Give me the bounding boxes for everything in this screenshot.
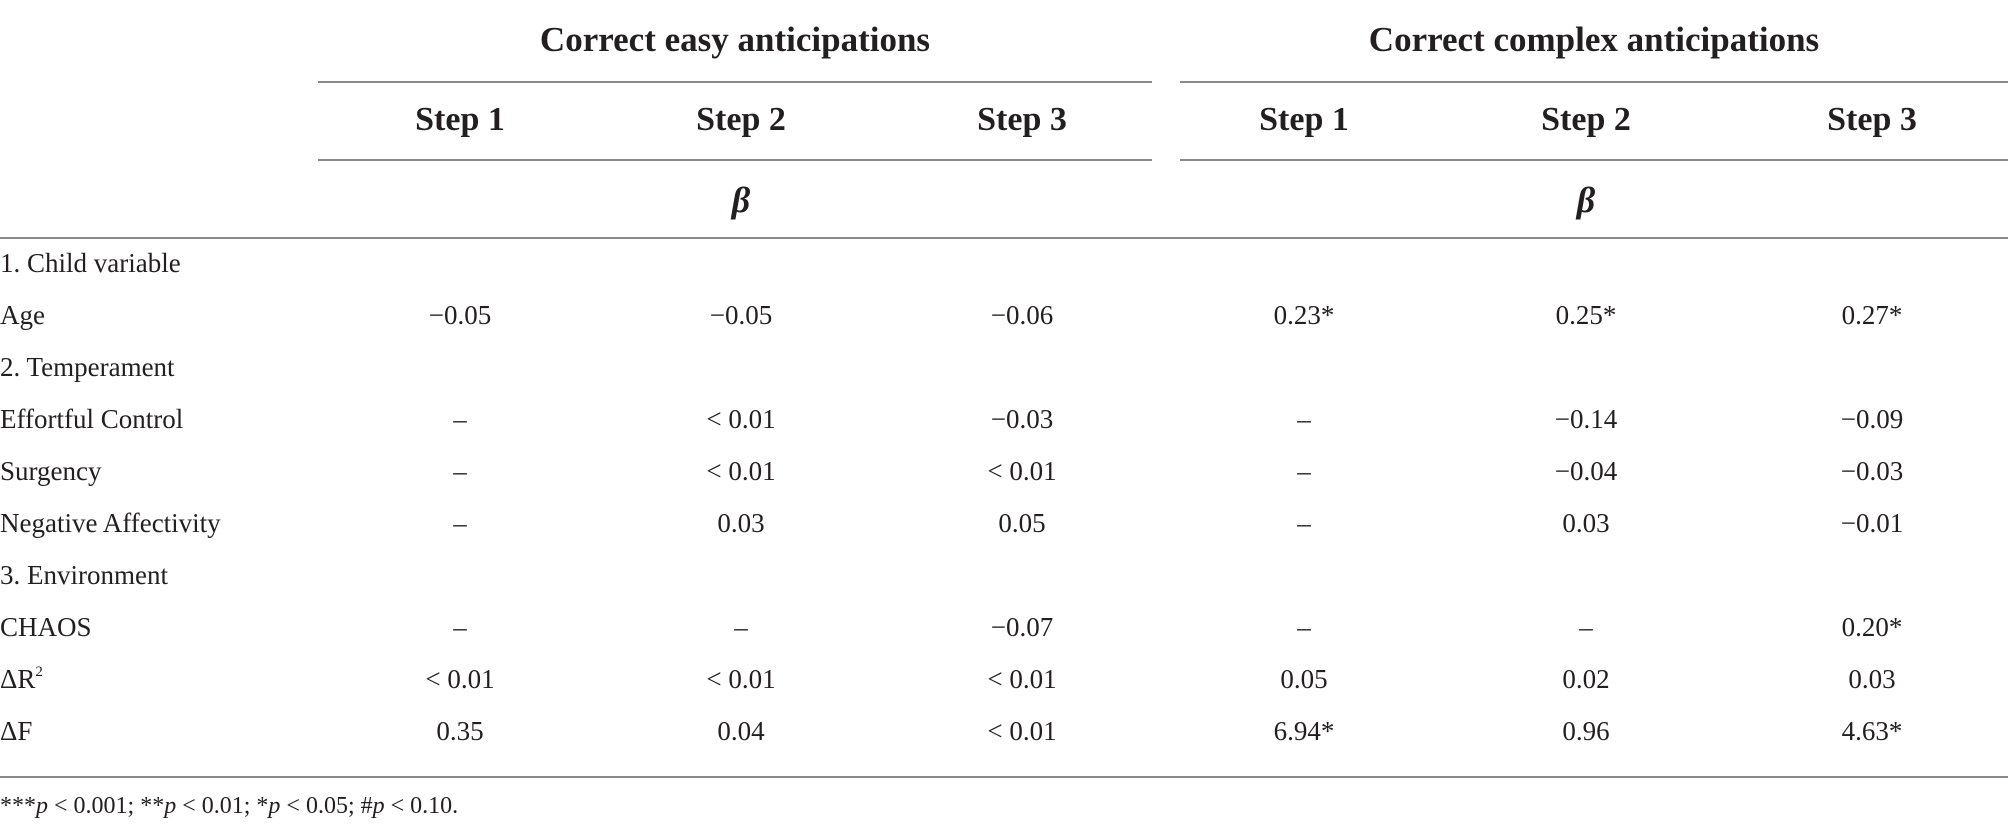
table-row: 2. Temperament <box>0 341 2008 393</box>
row-label: CHAOS <box>0 612 92 642</box>
table-cell: −0.03 <box>990 404 1054 434</box>
footnote-text: < 0.01; * <box>176 793 269 819</box>
table-cell: 0.23* <box>1273 300 1335 330</box>
table-cell: 0.05 <box>1280 664 1328 694</box>
table-cell: – <box>1579 612 1593 642</box>
header-bottom-rule <box>0 237 2008 239</box>
table-cell: 0.20* <box>1841 612 1903 642</box>
step-rule-easy <box>318 159 1152 161</box>
table-cell: < 0.01 <box>706 456 776 486</box>
footnote-p: p <box>164 793 177 819</box>
step-header-easy-2: Step 2 <box>696 101 786 138</box>
table-row: ΔF 0.35 0.04 < 0.01 6.94* 0.96 4.63* <box>0 705 2008 757</box>
table-cell: −0.05 <box>709 300 773 330</box>
footnote-p: p <box>372 793 385 819</box>
step-header-complex-1: Step 1 <box>1259 101 1349 138</box>
row-label: ΔR2 <box>0 653 43 705</box>
row-label: Surgency <box>0 456 102 486</box>
row-label-text: ΔR <box>0 664 36 694</box>
row-label: 3. Environment <box>0 560 168 590</box>
group-title-complex: Correct complex anticipations <box>1368 20 1820 59</box>
table-cell: −0.05 <box>428 300 492 330</box>
table-cell: < 0.01 <box>987 664 1057 694</box>
superscript: 2 <box>35 664 43 680</box>
table-cell: −0.01 <box>1840 508 1904 538</box>
step-header-easy-3: Step 3 <box>977 101 1067 138</box>
table-cell: −0.14 <box>1554 404 1618 434</box>
table-row: Negative Affectivity – 0.03 0.05 – 0.03 … <box>0 497 2008 549</box>
table-cell: < 0.01 <box>706 664 776 694</box>
footnote-text: < 0.001; ** <box>48 793 165 819</box>
table-row: Effortful Control – < 0.01 −0.03 – −0.14… <box>0 393 2008 445</box>
table-cell: < 0.01 <box>987 716 1057 746</box>
table-row: ΔR2 < 0.01 < 0.01 < 0.01 0.05 0.02 0.03 <box>0 653 2008 705</box>
table-cell: – <box>1297 404 1311 434</box>
table-bottom-rule <box>0 776 2008 778</box>
step-rule-complex <box>1180 159 2008 161</box>
table-cell: < 0.01 <box>425 664 495 694</box>
row-label: Effortful Control <box>0 404 184 434</box>
row-label: 1. Child variable <box>0 248 181 278</box>
table-cell: – <box>453 404 467 434</box>
table-cell: – <box>453 508 467 538</box>
table-cell: 0.96 <box>1562 716 1610 746</box>
group-rule-complex <box>1180 81 2008 83</box>
footnote-text: < 0.05; # <box>280 793 373 819</box>
group-rule-easy <box>318 81 1152 83</box>
table-cell: 0.27* <box>1841 300 1903 330</box>
step-header-easy-1: Step 1 <box>415 101 505 138</box>
table-cell: 0.03 <box>1848 664 1896 694</box>
table-cell: 6.94* <box>1273 716 1335 746</box>
table-cell: 0.25* <box>1555 300 1617 330</box>
table-cell: −0.09 <box>1840 404 1904 434</box>
step-header-complex-3: Step 3 <box>1827 101 1917 138</box>
table-footnote: ***p < 0.001; **p < 0.01; *p < 0.05; #p … <box>0 786 458 826</box>
step-header-complex-2: Step 2 <box>1541 101 1631 138</box>
table-cell: – <box>453 612 467 642</box>
table-cell: −0.07 <box>990 612 1054 642</box>
table-cell: 0.04 <box>717 716 765 746</box>
table-cell: – <box>1297 456 1311 486</box>
table-row: Surgency – < 0.01 < 0.01 – −0.04 −0.03 <box>0 445 2008 497</box>
table-cell: – <box>453 456 467 486</box>
table-cell: −0.04 <box>1554 456 1618 486</box>
beta-easy: β <box>731 180 751 220</box>
row-label: ΔF <box>0 716 33 746</box>
beta-complex: β <box>1576 180 1596 220</box>
table-cell: 0.02 <box>1562 664 1610 694</box>
table-cell: −0.06 <box>990 300 1054 330</box>
table-cell: 4.63* <box>1841 716 1903 746</box>
table-row: 1. Child variable <box>0 237 2008 289</box>
table-cell: < 0.01 <box>706 404 776 434</box>
table-cell: 0.35 <box>436 716 484 746</box>
table-cell: < 0.01 <box>987 456 1057 486</box>
row-label: Age <box>0 300 45 330</box>
row-label: 2. Temperament <box>0 352 175 382</box>
table-row: Age −0.05 −0.05 −0.06 0.23* 0.25* 0.27* <box>0 289 2008 341</box>
footnote-text: < 0.10. <box>384 793 459 819</box>
table-cell: – <box>734 612 748 642</box>
footnote-p: p <box>36 793 48 819</box>
table-cell: 0.05 <box>998 508 1046 538</box>
table-cell: – <box>1297 508 1311 538</box>
table-row: CHAOS – – −0.07 – – 0.20* <box>0 601 2008 653</box>
footnote-stars: *** <box>0 793 36 819</box>
group-title-easy: Correct easy anticipations <box>539 20 931 59</box>
table-cell: 0.03 <box>717 508 765 538</box>
table-row: 3. Environment <box>0 549 2008 601</box>
footnote-p: p <box>268 793 281 819</box>
table-cell: – <box>1297 612 1311 642</box>
table-cell: 0.03 <box>1562 508 1610 538</box>
row-label: Negative Affectivity <box>0 508 221 538</box>
table-cell: −0.03 <box>1840 456 1904 486</box>
